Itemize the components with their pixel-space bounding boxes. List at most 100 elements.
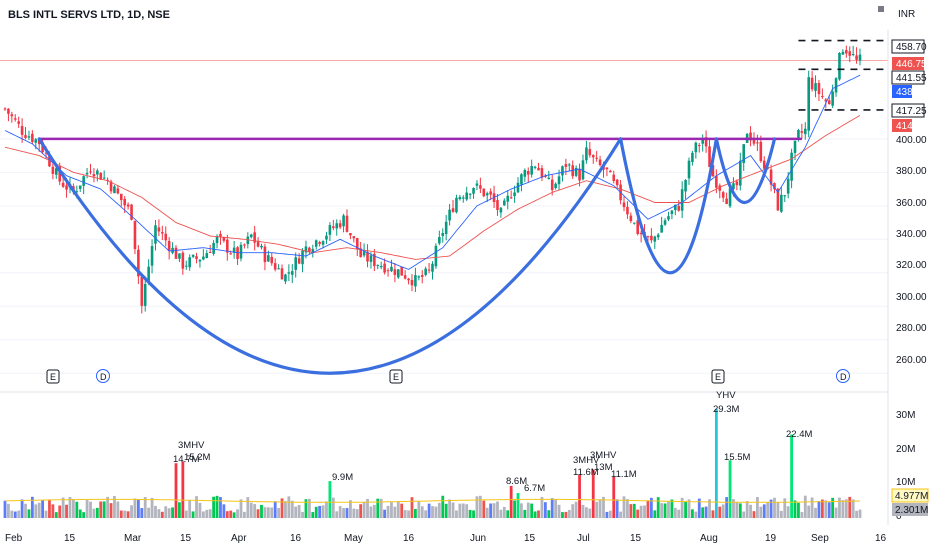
candle-body: [280, 268, 284, 280]
candle-body: [609, 170, 612, 173]
candle-body: [544, 175, 547, 177]
candle-body: [359, 248, 362, 257]
volume-bar: [383, 509, 387, 518]
candle-body: [13, 118, 17, 120]
time-label: 15: [630, 533, 642, 544]
volume-bar: [749, 504, 752, 518]
volume-pane[interactable]: [3, 408, 862, 518]
volume-bar: [191, 511, 195, 518]
svg-text:458.70: 458.70: [896, 42, 927, 53]
candle-body: [803, 128, 807, 135]
candle-body: [424, 268, 427, 275]
candle-body: [615, 179, 619, 186]
volume-average-line: [4, 498, 860, 503]
currency-label: INR: [898, 9, 915, 20]
volume-bar: [841, 500, 845, 518]
candle-body: [208, 251, 212, 253]
dividend-marker[interactable]: D: [836, 369, 850, 383]
volume-bar: [284, 501, 287, 518]
volume-bar: [441, 495, 445, 518]
candle-body: [838, 52, 841, 80]
candle-body: [318, 242, 321, 244]
event-markers[interactable]: E D E E D: [46, 369, 850, 384]
volume-bar: [61, 497, 65, 518]
candle-body: [697, 145, 701, 147]
candle-body: [797, 130, 800, 140]
candle-body: [728, 188, 732, 207]
volume-axis[interactable]: 30M 20M 10M 0 4.977M 2.301M: [891, 410, 929, 522]
candle-body: [550, 179, 554, 191]
volume-bar: [588, 508, 592, 518]
price-tick: 400.00: [896, 135, 927, 146]
price-tags: 458.70 446.75 441.55 438 417.25 414: [891, 39, 927, 132]
candle-body: [17, 121, 20, 124]
candle-body: [605, 167, 609, 170]
candle-body: [537, 167, 540, 171]
volume-bar: [574, 501, 578, 518]
candle-body: [516, 182, 520, 193]
candle-body: [420, 275, 424, 277]
time-label: 16: [875, 533, 887, 544]
candle-body: [297, 258, 301, 264]
candle-body: [776, 188, 780, 211]
candle-body: [273, 263, 277, 270]
chart-settings-icon[interactable]: [878, 6, 884, 12]
volume-bar: [434, 506, 438, 518]
volume-bar: [708, 499, 711, 518]
candle-body: [677, 205, 681, 211]
price-axis[interactable]: 400.00 380.00 360.00 340.00 320.00 300.0…: [896, 135, 927, 366]
candle-body: [157, 227, 161, 232]
candle-body: [841, 51, 845, 55]
svg-text:E: E: [50, 372, 56, 382]
volume-bar: [7, 503, 10, 518]
volume-bar: [838, 497, 841, 518]
candle-body: [759, 141, 763, 162]
time-label: Sep: [811, 533, 829, 544]
candle-body: [475, 183, 479, 186]
volume-bar: [219, 497, 222, 518]
volume-bar: [420, 506, 424, 518]
volume-annotation: 29.3M: [713, 404, 739, 415]
time-label: Feb: [5, 533, 23, 544]
volume-bar: [684, 501, 687, 518]
candle-body: [308, 247, 311, 252]
time-axis[interactable]: Feb 15 Mar 15 Apr 16 May 16 Jun 15 Jul 1…: [5, 533, 887, 544]
candle-body: [397, 269, 400, 278]
volume-bar: [215, 495, 219, 518]
candle-body: [140, 276, 144, 306]
candle-body: [31, 133, 34, 142]
candle-body: [239, 244, 243, 259]
volume-bar: [222, 504, 226, 518]
volume-bar: [318, 505, 322, 518]
volume-bar: [472, 510, 475, 518]
earnings-marker[interactable]: E: [389, 369, 403, 384]
candle-body: [116, 188, 120, 194]
time-label: Jun: [470, 533, 486, 544]
volume-bar: [530, 503, 534, 518]
candle-body: [509, 197, 513, 199]
candle-body: [263, 246, 267, 263]
dividend-marker[interactable]: D: [96, 369, 110, 383]
volume-bar: [266, 507, 270, 518]
candle-body: [523, 170, 527, 177]
candle-body: [434, 245, 438, 267]
candle-body: [10, 114, 14, 117]
candle-body: [790, 152, 793, 181]
slow-moving-average: [4, 115, 861, 260]
earnings-marker[interactable]: E: [46, 369, 60, 384]
candle-body: [506, 195, 510, 202]
price-pane[interactable]: [0, 45, 888, 374]
volume-bar: [335, 511, 339, 518]
candle-body: [393, 269, 397, 275]
candle-body: [438, 236, 441, 244]
earnings-marker[interactable]: E: [711, 369, 725, 384]
candle-body: [147, 266, 150, 282]
candle-body: [520, 174, 523, 185]
volume-bar: [732, 499, 735, 518]
volume-bar: [270, 507, 274, 518]
volume-bar: [424, 510, 428, 518]
svg-text:446.75: 446.75: [896, 59, 927, 70]
svg-text:441.55: 441.55: [896, 73, 927, 84]
candle-body: [595, 157, 598, 159]
